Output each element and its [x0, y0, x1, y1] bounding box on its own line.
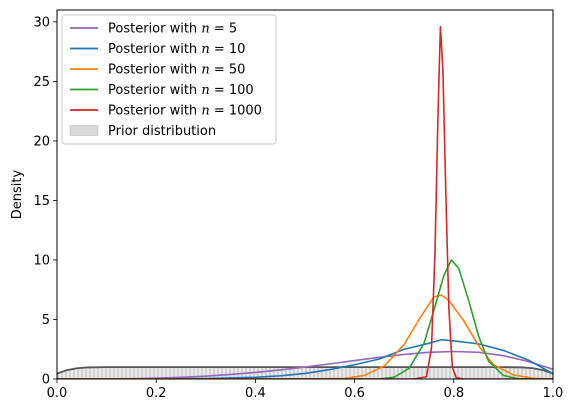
y-tick-label: 25	[33, 75, 50, 90]
legend-entry: Posterior with n = 10	[108, 42, 245, 57]
x-tick-label: 0.4	[245, 386, 266, 401]
legend-entry: Posterior with n = 5	[108, 22, 237, 37]
legend-entry: Posterior with n = 100	[108, 83, 254, 98]
y-tick-label: 30	[33, 15, 50, 30]
legend-entry: Posterior with n = 50	[108, 63, 245, 78]
y-axis-label: Density	[10, 169, 25, 219]
x-tick-label: 0.2	[146, 386, 167, 401]
axis-ticks: 0.0 0.2 0.4 0.6 0.8 1.0 0 5 10 15 20 25 30	[33, 15, 563, 401]
x-tick-label: 0.8	[443, 386, 464, 401]
legend-swatch	[69, 125, 99, 136]
x-tick-label: 1.0	[543, 386, 564, 401]
y-tick-label: 15	[33, 194, 50, 209]
legend-entry: Posterior with n = 1000	[108, 104, 262, 119]
plot-frame	[56, 9, 554, 380]
series-line-n-1000	[57, 25, 553, 379]
series-line-n-100	[57, 259, 553, 379]
y-tick-label: 20	[33, 134, 50, 149]
legend: Posterior with n = 5 Posterior with n = 1…	[61, 14, 277, 145]
y-tick-label: 0	[42, 373, 50, 388]
y-tick-label: 5	[42, 313, 50, 328]
x-tick-label: 0.6	[344, 386, 365, 401]
y-tick-label: 10	[33, 253, 50, 268]
legend-entry: Prior distribution	[108, 124, 216, 139]
legend-box	[61, 14, 277, 145]
x-tick-label: 0.0	[47, 386, 68, 401]
